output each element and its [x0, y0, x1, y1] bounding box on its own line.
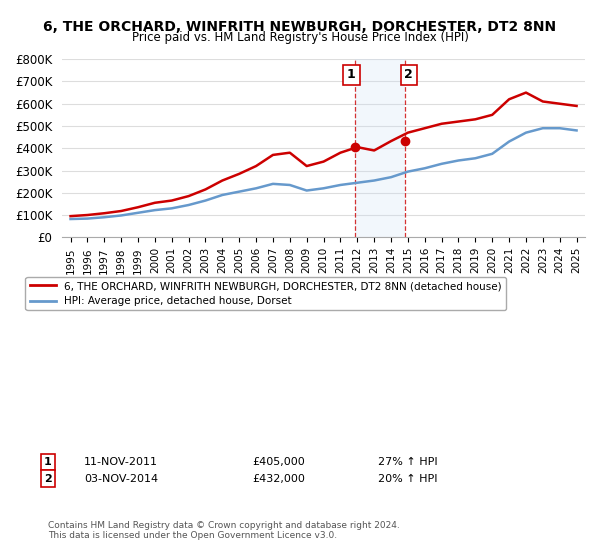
Text: 20% ↑ HPI: 20% ↑ HPI	[378, 474, 437, 484]
Text: 2: 2	[404, 68, 413, 81]
Legend: 6, THE ORCHARD, WINFRITH NEWBURGH, DORCHESTER, DT2 8NN (detached house), HPI: Av: 6, THE ORCHARD, WINFRITH NEWBURGH, DORCH…	[25, 277, 506, 310]
Text: 11-NOV-2011: 11-NOV-2011	[84, 457, 158, 467]
Text: Contains HM Land Registry data © Crown copyright and database right 2024.
This d: Contains HM Land Registry data © Crown c…	[48, 521, 400, 540]
Text: 27% ↑ HPI: 27% ↑ HPI	[378, 457, 437, 467]
Text: £405,000: £405,000	[252, 457, 305, 467]
Text: 6, THE ORCHARD, WINFRITH NEWBURGH, DORCHESTER, DT2 8NN: 6, THE ORCHARD, WINFRITH NEWBURGH, DORCH…	[43, 20, 557, 34]
Bar	[355, 59, 406, 237]
Text: Price paid vs. HM Land Registry's House Price Index (HPI): Price paid vs. HM Land Registry's House …	[131, 31, 469, 44]
Text: £432,000: £432,000	[252, 474, 305, 484]
Text: 2: 2	[44, 474, 52, 484]
Text: 1: 1	[347, 68, 356, 81]
Text: 1: 1	[44, 457, 52, 467]
Text: 03-NOV-2014: 03-NOV-2014	[84, 474, 158, 484]
